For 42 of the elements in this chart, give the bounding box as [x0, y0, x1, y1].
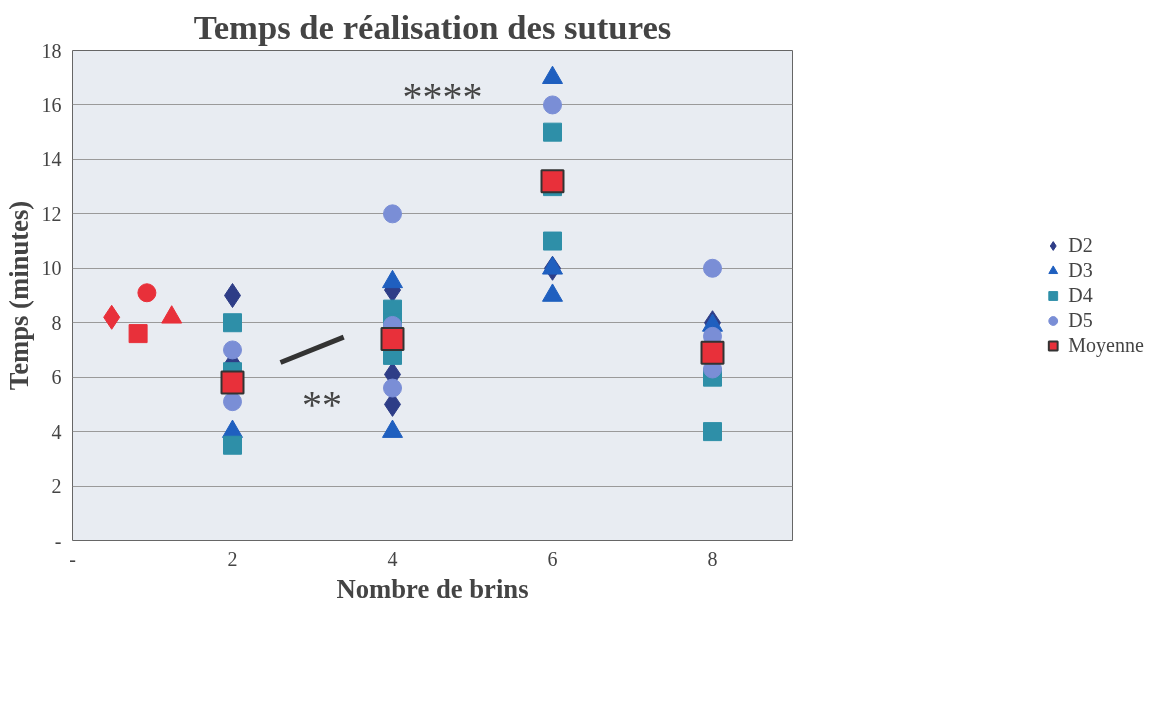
y-tick-label: 14: [41, 148, 62, 171]
point: [543, 122, 562, 142]
y-tick-label: 8: [51, 311, 62, 334]
point: [703, 422, 722, 442]
point: [220, 370, 245, 395]
annotation: **: [302, 382, 343, 428]
x-tick-label: -: [69, 547, 76, 570]
point: [700, 340, 725, 365]
x-tick-label: 4: [387, 547, 398, 570]
y-tick-label: -: [54, 529, 62, 552]
point: [543, 231, 562, 251]
y-tick-label: 16: [41, 93, 62, 116]
point: [383, 204, 402, 224]
y-tick-label: 10: [41, 257, 62, 280]
x-tick-label: 2: [227, 547, 238, 570]
point: [703, 258, 722, 278]
point: [223, 392, 242, 412]
x-tick-label: 8: [707, 547, 718, 570]
y-axis-title: Temps (minutes): [3, 200, 34, 391]
x-axis-title: Nombre de brins: [336, 573, 529, 604]
point: [383, 378, 402, 398]
point: [128, 324, 148, 344]
point: [540, 169, 565, 194]
legend-label: Moyenne: [1068, 333, 1144, 357]
point: [543, 95, 562, 115]
point: [223, 435, 242, 455]
legend-label: D5: [1068, 308, 1093, 332]
point: [223, 340, 242, 360]
x-tick-label: 6: [547, 547, 558, 570]
y-tick-label: 18: [41, 39, 62, 62]
y-tick-label: 12: [41, 202, 62, 225]
point: [380, 327, 405, 352]
y-tick-label: 4: [51, 420, 62, 443]
legend-label: D4: [1068, 283, 1093, 307]
y-tick-label: 6: [51, 366, 62, 389]
point: [223, 313, 242, 333]
annotation: ****: [402, 73, 483, 119]
legend-label: D3: [1068, 258, 1093, 282]
legend-label: D2: [1068, 233, 1093, 257]
chart-title: Temps de réalisation des sutures: [193, 7, 672, 46]
y-tick-label: 2: [51, 475, 62, 498]
point: [137, 283, 157, 303]
